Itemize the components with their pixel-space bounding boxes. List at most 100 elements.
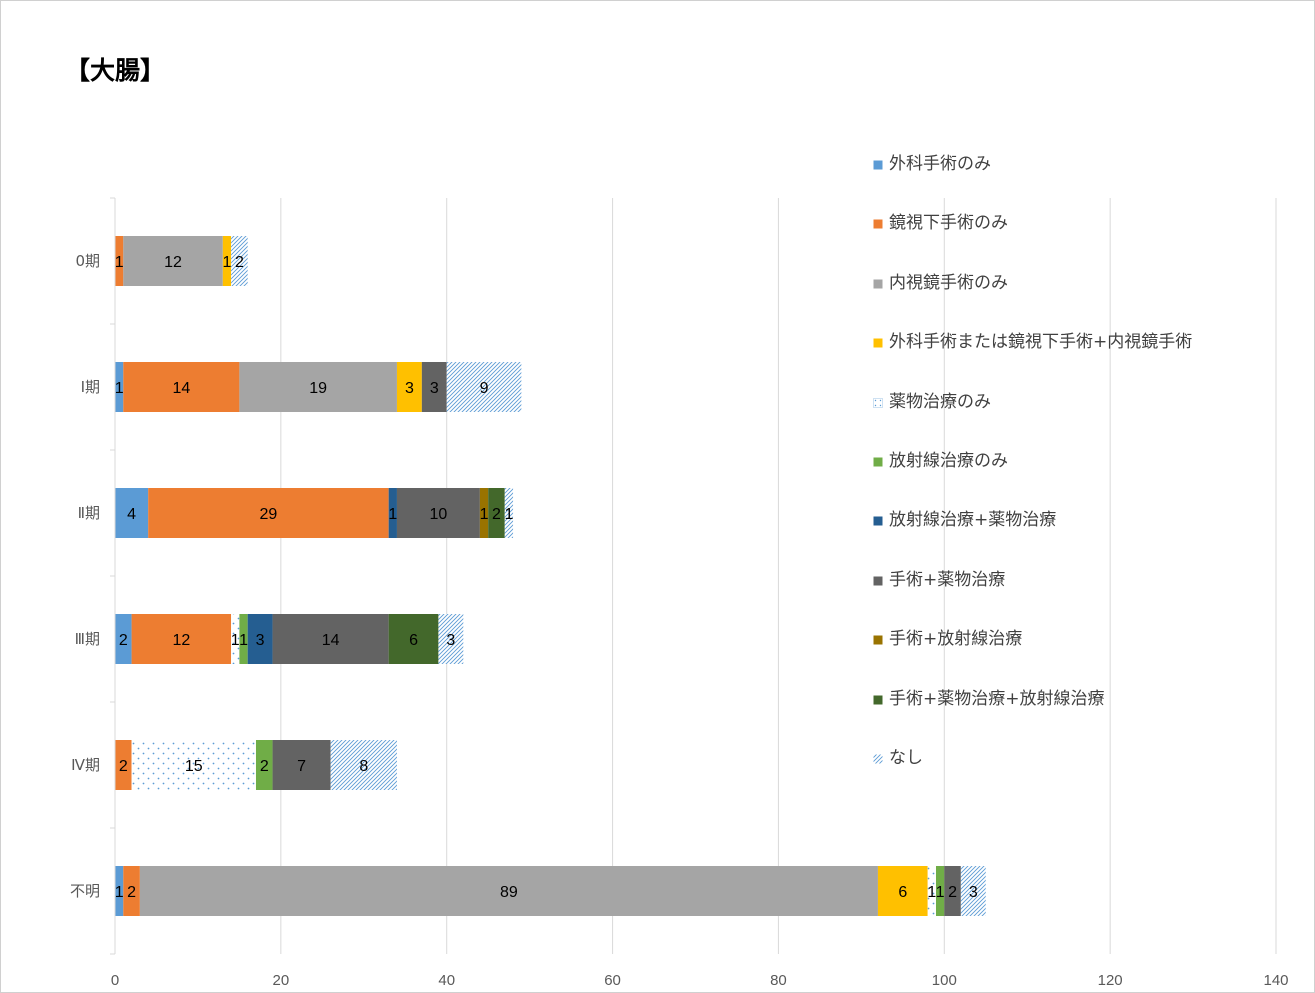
data-label: 14 (322, 632, 340, 649)
data-label: 19 (309, 380, 327, 397)
legend-label: 手術+薬物治療 (889, 569, 1006, 590)
data-label: 1 (936, 884, 945, 901)
legend-swatch (873, 219, 883, 229)
data-label: 2 (492, 506, 501, 523)
bar-segment (247, 614, 273, 664)
legend-label: 鏡視下手術のみ (889, 213, 1008, 234)
legend-swatch (873, 279, 883, 289)
bar-segment (115, 362, 124, 412)
bar-segment (421, 362, 447, 412)
x-tick-label: 20 (273, 972, 290, 989)
bars-layer (115, 236, 986, 916)
x-tick-label: 100 (932, 972, 957, 989)
data-label: 12 (172, 632, 190, 649)
legend-label: 外科手術または鏡視下手術+内視鏡手術 (889, 332, 1193, 353)
bar-segment (388, 614, 439, 664)
legend-swatch (873, 635, 883, 645)
bar-segment (131, 614, 232, 664)
bar-segment (115, 488, 149, 538)
data-label: 12 (164, 254, 182, 271)
category-label: Ⅱ期 (78, 504, 100, 522)
legend-item: なし (873, 745, 1293, 804)
legend-label: なし (889, 747, 923, 768)
bar-segment (115, 740, 132, 790)
x-tick-label: 80 (770, 972, 787, 989)
bar-segment (123, 236, 223, 286)
data-label: 89 (500, 884, 518, 901)
data-label: 1 (480, 506, 489, 523)
bar-segment (222, 236, 232, 286)
data-label: 1 (115, 380, 124, 397)
x-tick-label: 0 (111, 972, 119, 989)
data-label: 3 (405, 380, 414, 397)
data-label: 1 (388, 506, 397, 523)
data-label: 1 (239, 632, 248, 649)
data-label: 1 (504, 506, 513, 523)
legend-label: 内視鏡手術のみ (889, 272, 1008, 293)
legend-label: 放射線治療+薬物治療 (889, 510, 1057, 531)
legend-label: 手術+薬物治療+放射線治療 (889, 688, 1105, 709)
legend-swatch (873, 457, 883, 467)
legend-swatch (873, 160, 883, 170)
data-label: 1 (115, 884, 124, 901)
data-label: 14 (172, 380, 190, 397)
bar-segment (123, 866, 140, 916)
bar-segment (123, 362, 240, 412)
data-label: 7 (297, 758, 306, 775)
legend: 外科手術のみ 鏡視下手術のみ 内視鏡手術のみ 外科手術または鏡視下手術+内視鏡手術 薬物… (873, 151, 1293, 804)
data-label: 2 (235, 254, 244, 271)
data-label: 9 (480, 380, 489, 397)
legend-label: 放射線治療のみ (889, 450, 1008, 471)
bar-segment (935, 866, 945, 916)
bar-segment (388, 488, 397, 538)
category-label: 不明 (70, 882, 100, 900)
data-label: 4 (127, 506, 136, 523)
data-label: 6 (409, 632, 418, 649)
category-label: Ⅰ期 (81, 378, 100, 396)
x-tick-label: 60 (604, 972, 621, 989)
bar-segment (131, 740, 256, 790)
legend-swatch (873, 754, 883, 764)
data-label: 3 (256, 632, 265, 649)
data-label: 8 (359, 758, 368, 775)
legend-swatch (873, 338, 883, 348)
data-label: 29 (260, 506, 278, 523)
legend-swatch (873, 397, 883, 408)
bar-segment (272, 740, 331, 790)
bar-segment (231, 614, 240, 664)
data-label: 2 (119, 758, 128, 775)
bar-segment (231, 236, 248, 286)
legend-item: 内視鏡手術のみ (873, 270, 1293, 329)
grid-layer (280, 198, 1277, 954)
data-label: 3 (969, 884, 978, 901)
data-label: 1 (223, 254, 232, 271)
bar-segment (115, 866, 124, 916)
bar-segment (396, 488, 480, 538)
bar-segment (239, 362, 397, 412)
x-tick-label: 120 (1098, 972, 1123, 989)
data-label: 10 (430, 506, 448, 523)
legend-item: 手術+薬物治療 (873, 567, 1293, 626)
legend-swatch (873, 576, 883, 586)
legend-swatch (873, 516, 883, 526)
bar-segment (396, 362, 422, 412)
bar-segment (960, 866, 986, 916)
labels-layer: 1 12 1 21 14 19 3 3 94 29 1 10 1 2 12 12 1 1 3 14 6 32 15 2 7 81 2… (115, 254, 978, 901)
chart-title: 【大腸】 (65, 56, 166, 85)
bar-segment (239, 614, 248, 664)
legend-item: 鏡視下手術のみ (873, 210, 1293, 269)
bar-segment (115, 236, 124, 286)
data-label: 2 (127, 884, 136, 901)
bar-segment (488, 488, 505, 538)
legend-item: 手術+放射線治療 (873, 626, 1293, 685)
bar-segment (446, 362, 522, 412)
x-tick-label: 140 (1263, 972, 1288, 989)
bar-segment (438, 614, 464, 664)
x-tick-label: 40 (438, 972, 455, 989)
bar-segment (479, 488, 489, 538)
data-label: 6 (898, 884, 907, 901)
data-label: 2 (948, 884, 957, 901)
